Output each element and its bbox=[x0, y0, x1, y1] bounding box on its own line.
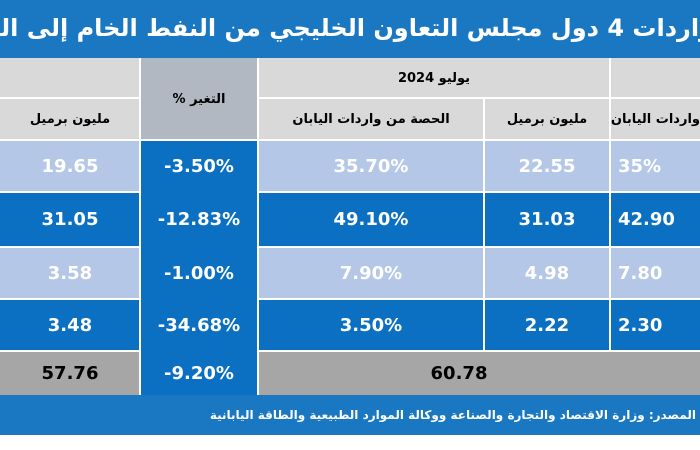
header-million-barrels-left: مليون برميل bbox=[0, 98, 140, 140]
grid-line bbox=[257, 58, 259, 395]
grid-line bbox=[483, 98, 485, 351]
total-left-million-value: 57.76 bbox=[41, 362, 99, 384]
table-title: واردات 4 دول مجلس التعاون الخليجي من الن… bbox=[0, 0, 700, 58]
header-million-barrels-mid-label: مليون برميل bbox=[506, 111, 588, 127]
row4-left-million-value: 3.48 bbox=[47, 314, 93, 336]
row1-change-value: -3.50% bbox=[164, 155, 234, 177]
grid-line bbox=[609, 58, 611, 351]
table-title-text: واردات 4 دول مجلس التعاون الخليجي من الن… bbox=[0, 14, 700, 42]
row3-million-2024: 4.98 bbox=[484, 247, 610, 299]
row2-share-2024-value: 49.10% bbox=[333, 209, 409, 230]
row1-left-million: 19.65 bbox=[0, 140, 140, 192]
total-left-million: 57.76 bbox=[0, 351, 140, 395]
row4-share-right-value: 2.30 bbox=[618, 314, 663, 336]
row1-left-million-value: 19.65 bbox=[41, 155, 99, 177]
header-blank-right bbox=[610, 58, 700, 98]
header-japan-imports-partial-label: واردات اليابان bbox=[610, 111, 700, 127]
grid-line bbox=[0, 97, 140, 99]
header-share-japan: الحصة من واردات اليابان bbox=[258, 98, 484, 140]
row3-share-2024: 7.90% bbox=[258, 247, 484, 299]
grid-line bbox=[0, 191, 140, 193]
row1-million-2024: 22.55 bbox=[484, 140, 610, 192]
row1-million-2024-value: 22.55 bbox=[518, 155, 576, 177]
row3-left-million: 3.58 bbox=[0, 247, 140, 299]
total-million-2024-value: 60.78 bbox=[430, 362, 488, 384]
total-change: -9.20% bbox=[140, 351, 258, 395]
header-share-japan-label: الحصة من واردات اليابان bbox=[292, 111, 450, 127]
header-million-barrels-mid: مليون برميل bbox=[484, 98, 610, 140]
row2-change-value: -12.83% bbox=[157, 209, 241, 230]
row2-million-2024-value: 31.03 bbox=[518, 209, 576, 230]
row4-left-million: 3.48 bbox=[0, 299, 140, 351]
row4-million-2024-value: 2.22 bbox=[524, 314, 570, 336]
grid-line bbox=[139, 58, 141, 395]
row2-share-2024: 49.10% bbox=[258, 192, 484, 247]
total-change-value: -9.20% bbox=[164, 362, 234, 384]
source-footer-text: المصدر: وزارة الاقتصاد والتجارة والصناعة… bbox=[209, 408, 696, 422]
grid-line bbox=[0, 298, 140, 300]
row4-million-2024: 2.22 bbox=[484, 299, 610, 351]
row2-share-right-value: 42.90 bbox=[618, 209, 675, 230]
bottom-margin bbox=[0, 435, 700, 450]
row4-share-right: 2.30 bbox=[610, 299, 700, 351]
row3-change-value: -1.00% bbox=[164, 262, 234, 284]
row2-change: -12.83% bbox=[140, 192, 258, 247]
row4-share-2024-value: 3.50% bbox=[339, 314, 403, 336]
grid-line bbox=[0, 350, 140, 352]
header-change-pct-label: التغير % bbox=[172, 91, 226, 107]
row1-change: -3.50% bbox=[140, 140, 258, 192]
grid-line bbox=[258, 191, 700, 193]
row1-share-2024: 35.70% bbox=[258, 140, 484, 192]
header-july-2024: يوليو 2024 bbox=[258, 58, 610, 98]
row2-share-right: 42.90 bbox=[610, 192, 700, 247]
header-july-2024-label: يوليو 2024 bbox=[397, 70, 471, 86]
grid-line bbox=[0, 139, 700, 141]
header-blank-left bbox=[0, 58, 140, 98]
grid-line bbox=[258, 97, 700, 99]
row3-million-2024-value: 4.98 bbox=[524, 262, 570, 284]
row3-share-right-value: 7.80 bbox=[618, 262, 663, 284]
grid-line bbox=[0, 246, 140, 248]
row1-share-right-value: 35% bbox=[618, 155, 662, 177]
header-japan-imports-partial: واردات اليابان bbox=[610, 98, 700, 140]
row3-share-2024-value: 7.90% bbox=[339, 262, 403, 284]
row4-change: -34.68% bbox=[140, 299, 258, 351]
total-million-2024: 60.78 bbox=[258, 351, 700, 395]
row3-left-million-value: 3.58 bbox=[47, 262, 93, 284]
source-footer: المصدر: وزارة الاقتصاد والتجارة والصناعة… bbox=[0, 395, 700, 435]
row3-share-right: 7.80 bbox=[610, 247, 700, 299]
row2-left-million-value: 31.05 bbox=[41, 209, 99, 230]
row2-left-million: 31.05 bbox=[0, 192, 140, 247]
row3-change: -1.00% bbox=[140, 247, 258, 299]
row4-change-value: -34.68% bbox=[157, 314, 241, 336]
row1-share-right: 35% bbox=[610, 140, 700, 192]
row1-share-2024-value: 35.70% bbox=[333, 155, 409, 177]
grid-line bbox=[258, 246, 700, 248]
header-million-barrels-left-label: مليون برميل bbox=[29, 111, 111, 127]
row4-share-2024: 3.50% bbox=[258, 299, 484, 351]
header-change-pct: التغير % bbox=[140, 58, 258, 140]
grid-line bbox=[258, 298, 700, 300]
row2-million-2024: 31.03 bbox=[484, 192, 610, 247]
grid-line bbox=[258, 350, 700, 352]
